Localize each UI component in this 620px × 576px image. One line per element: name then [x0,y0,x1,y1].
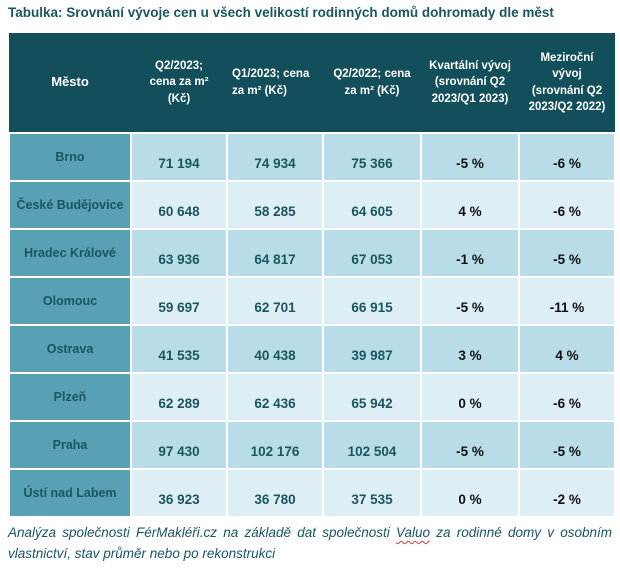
table-row-praha: Praha 97 430 102 176 102 504 -5 % -5 % [8,420,616,470]
misspelled-word: Valuo [396,525,431,540]
yearly-change-cell: -6 % [518,132,616,182]
price-q2-2023-cell: 71 194 [130,132,228,182]
col-header-yearly-change: Meziroční vývoj (srovnání Q2 2023/Q2 202… [519,33,615,133]
table-row-usti-nad-labem: Ústí nad Labem 36 923 36 780 37 535 0 % … [8,468,616,518]
page-title: Tabulka: Srovnání vývoje cen u všech vel… [8,5,554,20]
price-q2-2023-cell: 60 648 [130,180,228,230]
source-note-text: Analýza společnosti FérMakléři.cz na zák… [8,525,397,540]
table-header: Město Q2/2023; cena za m² (Kč) Q1/2023; … [9,33,615,133]
table-row-olomouc: Olomouc 59 697 62 701 66 915 -5 % -11 % [8,276,616,326]
yearly-change-cell: -6 % [518,180,616,230]
table-row-brno: Brno 71 194 74 934 75 366 -5 % -6 % [8,132,616,182]
price-q1-2023-cell: 36 780 [226,468,324,518]
table-row-ceske-budejovice: České Budějovice 60 648 58 285 64 605 4 … [8,180,616,230]
yearly-change-cell: -11 % [518,276,616,326]
yearly-change-cell: -6 % [518,372,616,422]
price-q1-2023-cell: 102 176 [226,420,324,470]
price-q2-2022-cell: 102 504 [322,420,422,470]
quarterly-change-cell: -5 % [420,420,520,470]
quarterly-change-cell: 3 % [420,324,520,374]
price-q1-2023-cell: 64 817 [226,228,324,278]
city-cell: České Budějovice [8,180,132,230]
quarterly-change-cell: -1 % [420,228,520,278]
price-q1-2023-cell: 40 438 [226,324,324,374]
price-q2-2022-cell: 75 366 [322,132,422,182]
source-note: Analýza společnosti FérMakléři.cz na zák… [8,523,612,565]
city-cell: Brno [8,132,132,182]
price-q2-2022-cell: 66 915 [322,276,422,326]
quarterly-change-cell: -5 % [420,132,520,182]
col-header-quarterly-change: Kvartální vývoj (srovnání Q2 2023/Q1 202… [421,33,519,133]
quarterly-change-cell: -5 % [420,276,520,326]
price-comparison-table: Město Q2/2023; cena za m² (Kč) Q1/2023; … [8,33,616,518]
table-row-ostrava: Ostrava 41 535 40 438 39 987 3 % 4 % [8,324,616,374]
price-q1-2023-cell: 62 701 [226,276,324,326]
col-header-q2-2022-price: Q2/2022; cena za m² (Kč) [323,33,421,133]
col-header-q1-2023-price: Q1/2023; cena za m² (Kč) [227,33,323,133]
price-q2-2022-cell: 37 535 [322,468,422,518]
yearly-change-cell: -5 % [518,228,616,278]
price-q2-2023-cell: 97 430 [130,420,228,470]
price-q2-2022-cell: 39 987 [322,324,422,374]
source-note-text: za rodinné domy v osobním vlastnictví, s… [8,525,613,561]
price-q1-2023-cell: 62 436 [226,372,324,422]
quarterly-change-cell: 0 % [420,372,520,422]
price-q2-2023-cell: 41 535 [130,324,228,374]
price-q2-2023-cell: 63 936 [130,228,228,278]
yearly-change-cell: -5 % [518,420,616,470]
city-cell: Hradec Králové [8,228,132,278]
city-cell: Ústí nad Labem [8,468,132,518]
price-q2-2023-cell: 36 923 [130,468,228,518]
yearly-change-cell: 4 % [518,324,616,374]
price-q2-2022-cell: 67 053 [322,228,422,278]
header-row: Město Q2/2023; cena za m² (Kč) Q1/2023; … [9,33,615,133]
table-row-plzen: Plzeň 62 289 62 436 65 942 0 % -6 % [8,372,616,422]
quarterly-change-cell: 4 % [420,180,520,230]
price-q2-2023-cell: 59 697 [130,276,228,326]
col-header-city: Město [9,33,131,133]
price-q1-2023-cell: 74 934 [226,132,324,182]
price-q2-2023-cell: 62 289 [130,372,228,422]
city-cell: Plzeň [8,372,132,422]
quarterly-change-cell: 0 % [420,468,520,518]
price-q1-2023-cell: 58 285 [226,180,324,230]
table-row-hradec-kralove: Hradec Králové 63 936 64 817 67 053 -1 %… [8,228,616,278]
city-cell: Ostrava [8,324,132,374]
city-cell: Olomouc [8,276,132,326]
price-q2-2022-cell: 65 942 [322,372,422,422]
price-q2-2022-cell: 64 605 [322,180,422,230]
yearly-change-cell: -2 % [518,468,616,518]
table-body: Brno 71 194 74 934 75 366 -5 % -6 % Česk… [8,132,616,518]
col-header-q2-2023-price: Q2/2023; cena za m² (Kč) [131,33,227,133]
city-cell: Praha [8,420,132,470]
